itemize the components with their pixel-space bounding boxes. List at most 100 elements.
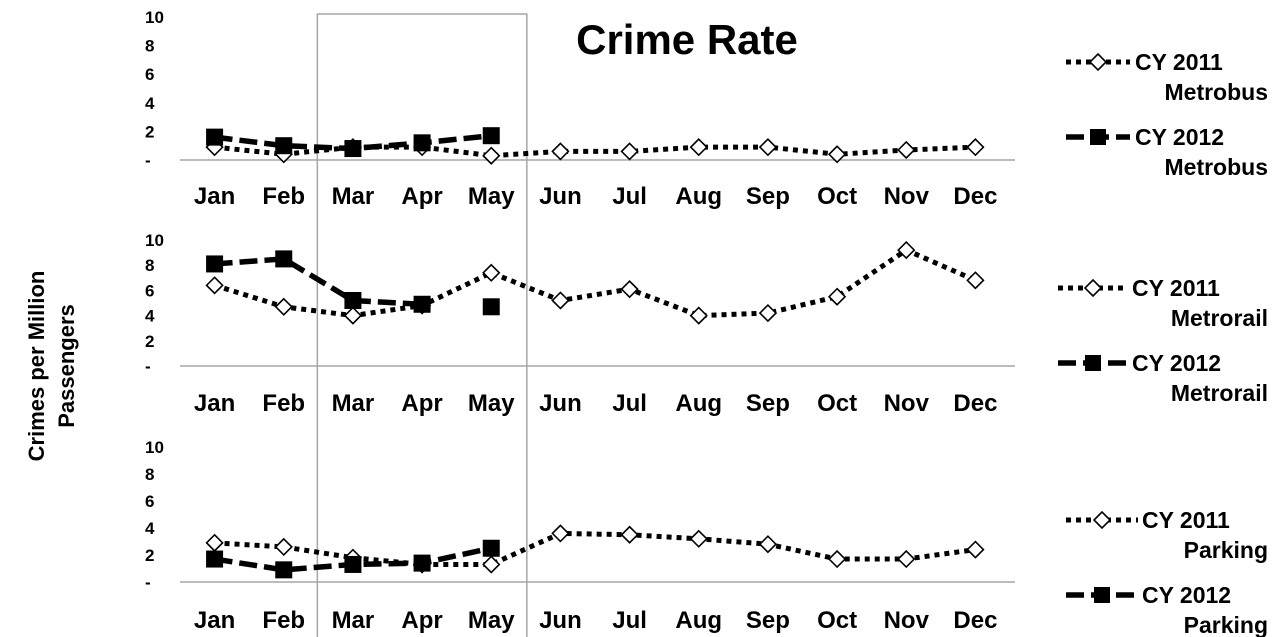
data-point-diamond <box>897 549 916 569</box>
legend-entry-cy2011: CY 2011 Metrobus <box>1066 49 1268 105</box>
y-tick-label: 4 <box>145 94 155 113</box>
legend-entry-cy2012: CY 2012 Metrorail <box>1058 350 1268 406</box>
data-point-square <box>344 140 362 158</box>
x-tick-label: Sep <box>746 183 790 210</box>
data-point-diamond <box>758 303 778 323</box>
data-point-square <box>413 554 431 572</box>
x-tick-label: Jul <box>612 183 647 210</box>
x-tick-label: Jun <box>539 183 582 210</box>
data-point-diamond <box>966 271 985 290</box>
y-tick-label: 10 <box>145 8 164 27</box>
legend-label: CY 2011 <box>1135 49 1223 75</box>
y-tick-label: 6 <box>145 492 154 511</box>
x-tick-label: Jan <box>194 607 235 634</box>
x-tick-label: Feb <box>262 390 305 417</box>
y-tick-label: - <box>145 357 151 376</box>
data-point-diamond <box>482 146 501 165</box>
series-cy2012 <box>206 250 500 316</box>
legend-marker-square <box>1094 587 1110 603</box>
legend-marker-square <box>1090 129 1106 145</box>
series-cy2011 <box>205 240 985 325</box>
x-tick-label: Apr <box>401 183 442 210</box>
legend-entry-cy2011: CY 2011 Parking <box>1066 507 1268 563</box>
x-tick-label: Dec <box>953 390 997 417</box>
x-tick-label: Dec <box>953 183 997 210</box>
x-tick-label: May <box>468 390 515 417</box>
legend-marker-diamond <box>1083 278 1103 298</box>
data-point-diamond <box>689 529 708 548</box>
data-point-diamond <box>205 276 224 295</box>
data-point-diamond <box>966 137 985 157</box>
highlight-box <box>316 13 528 637</box>
y-axis-label-line1: Crimes per Million <box>24 271 49 462</box>
data-point-square <box>482 539 500 557</box>
x-tick-label: Feb <box>262 183 305 210</box>
legend-sublabel: Metrorail <box>1171 380 1268 406</box>
legend-sublabel: Metrorail <box>1171 305 1268 331</box>
data-point-diamond <box>689 306 708 325</box>
legend-label: CY 2011 <box>1132 275 1220 301</box>
y-tick-label: - <box>145 573 151 592</box>
series-line <box>214 256 423 308</box>
x-tick-label: May <box>468 607 515 634</box>
data-point-diamond <box>620 280 639 299</box>
panel-1: - 2 4 6 8 10 Jan Feb Mar Apr May Jun Jul Aug Sep Oct Nov… <box>145 8 1268 210</box>
data-point-diamond <box>274 297 293 316</box>
x-tick-label: Sep <box>746 390 790 417</box>
legend-marker-diamond <box>1088 52 1108 72</box>
y-axis-label-line2: Passengers <box>54 304 79 428</box>
y-tick-label: 6 <box>145 65 154 84</box>
x-tick-label: Mar <box>332 607 375 634</box>
panel-2: - 2 4 6 8 10 Jan Feb Mar Apr May Jun Jul Aug Sep Oct Nov… <box>145 231 1268 417</box>
legend-label: CY 2012 <box>1142 582 1231 608</box>
data-point-square <box>206 255 224 273</box>
x-tick-label: Jun <box>539 390 582 417</box>
x-tick-label: Jan <box>194 390 235 417</box>
legend-sublabel: Parking <box>1184 537 1268 563</box>
x-tick-label: May <box>468 183 515 210</box>
data-point-diamond <box>620 525 639 544</box>
data-point-diamond <box>205 533 224 552</box>
legend-label: CY 2012 <box>1135 124 1224 150</box>
data-point-diamond <box>966 540 985 559</box>
legend-label: CY 2011 <box>1142 507 1230 533</box>
data-point-square <box>344 555 362 573</box>
x-tick-label: Aug <box>675 183 722 210</box>
x-tick-label: Sep <box>746 607 790 634</box>
legend-sublabel: Parking <box>1184 612 1268 637</box>
x-tick-label: Apr <box>401 390 442 417</box>
y-tick-label: 2 <box>145 332 154 351</box>
x-tick-label: Jun <box>539 607 582 634</box>
x-tick-label: Nov <box>884 607 930 634</box>
data-point-diamond <box>827 287 847 306</box>
data-point-diamond <box>551 142 570 161</box>
y-tick-label: - <box>145 151 151 170</box>
x-tick-label: Jul <box>612 390 647 417</box>
series-line <box>214 530 976 567</box>
panel-3: - 2 4 6 8 10 Jan Feb Mar Apr May Jun Jul Aug Sep Oct Nov… <box>145 438 1268 637</box>
legend-marker-square <box>1085 355 1101 371</box>
y-tick-label: 8 <box>145 37 154 56</box>
data-point-square <box>413 295 431 313</box>
x-tick-label: Jan <box>194 183 235 210</box>
legend-label: CY 2012 <box>1132 350 1221 376</box>
legend-entry-cy2011: CY 2011 Metrorail <box>1058 275 1268 331</box>
y-axis-label: Crimes per Million Passengers <box>24 271 79 462</box>
y-tick-label: 2 <box>145 122 154 141</box>
legend-sublabel: Metrobus <box>1165 79 1269 105</box>
y-tick-label: 10 <box>145 231 164 250</box>
x-tick-label: Feb <box>262 607 305 634</box>
legend-sublabel: Metrobus <box>1165 154 1269 180</box>
x-tick-label: Oct <box>817 183 857 210</box>
data-point-square <box>413 134 431 152</box>
x-tick-label: Aug <box>675 390 722 417</box>
x-tick-label: Aug <box>675 607 722 634</box>
data-point-square <box>275 561 293 579</box>
data-point-square <box>482 298 500 316</box>
y-tick-label: 4 <box>145 519 155 538</box>
data-point-diamond <box>551 291 570 310</box>
data-point-square <box>206 128 224 146</box>
data-point-diamond <box>482 555 501 574</box>
data-point-diamond <box>551 524 570 543</box>
